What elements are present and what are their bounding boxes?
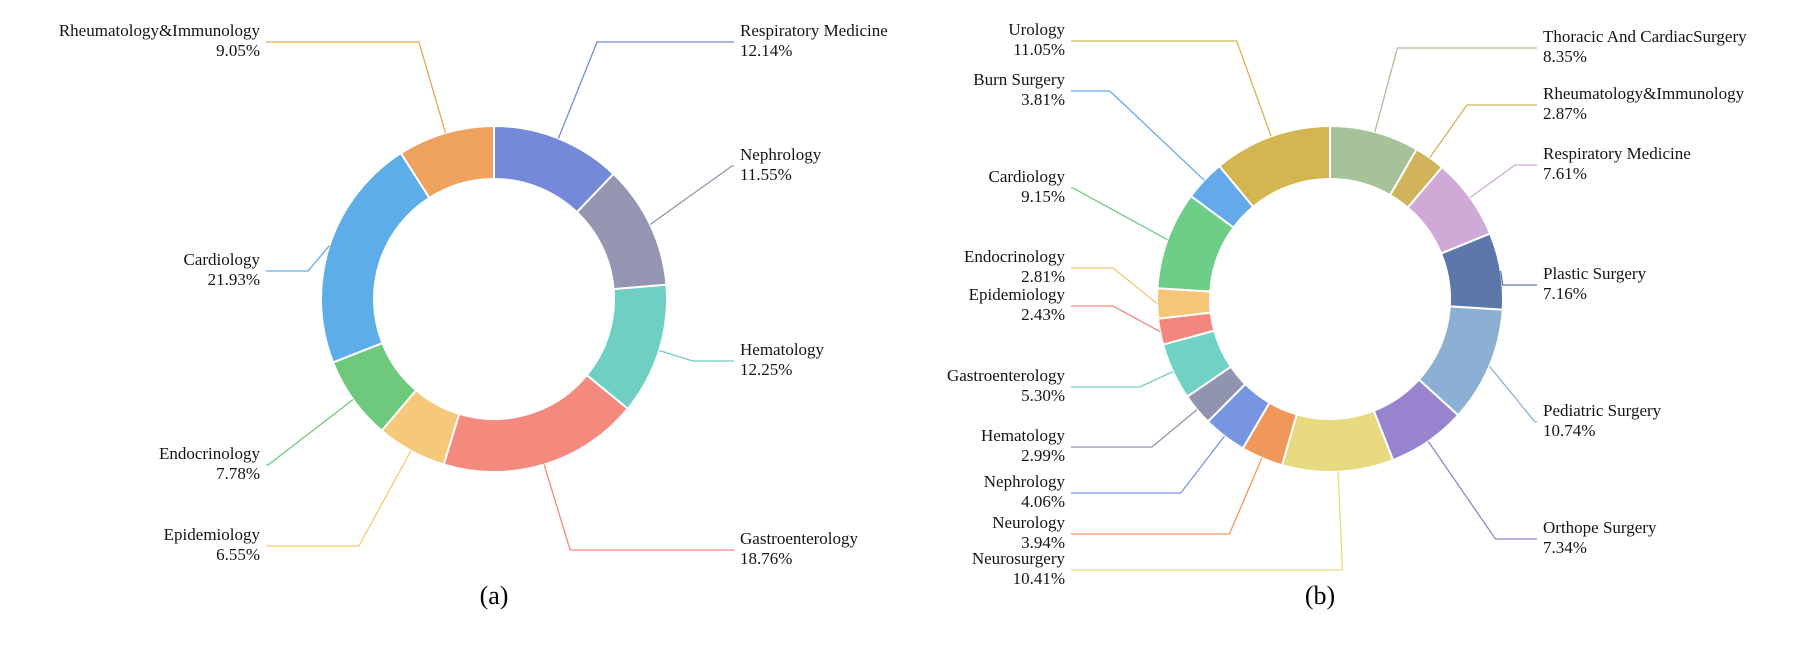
label-line-pediatric-surgery (1488, 365, 1537, 423)
pie-slice-rheumatology-immunology (399, 125, 495, 199)
slice-label-percent-endocrinology: 7.78% (216, 464, 260, 483)
slice-label-name-rheumatology-immunology: Rheumatology&Immunology (1543, 84, 1745, 103)
slice-label-name-neurosurgery: Neurosurgery (972, 549, 1066, 568)
slice-label-name-cardiology: Cardiology (989, 167, 1066, 186)
label-line-burn-surgery (1071, 90, 1205, 181)
slice-label-percent-orthope-surgery: 7.34% (1543, 538, 1587, 557)
label-line-gastroenterology (1071, 371, 1174, 388)
pie-slice-gastroenterology (442, 374, 629, 473)
label-line-endocrinology (266, 398, 354, 466)
slice-label-percent-nephrology: 4.06% (1021, 492, 1065, 511)
caption-a: (a) (480, 581, 509, 610)
slice-label-name-hematology: Hematology (740, 340, 825, 359)
slice-label-name-nephrology: Nephrology (740, 145, 822, 164)
label-line-plastic-surgery (1500, 270, 1537, 286)
label-line-nephrology (1071, 435, 1226, 494)
label-line-thoracic-and-cardiacsurgery (1374, 47, 1537, 133)
label-line-rheumatology-immunology (1429, 104, 1537, 159)
slice-label-percent-gastroenterology: 5.30% (1021, 386, 1065, 405)
label-line-cardiology (266, 245, 330, 272)
slice-label-name-endocrinology: Endocrinology (964, 247, 1066, 266)
label-line-cardiology (1071, 187, 1168, 241)
slice-label-name-gastroenterology: Gastroenterology (740, 529, 859, 548)
slice-label-percent-urology: 11.05% (1013, 40, 1065, 59)
slice-label-percent-hematology: 12.25% (740, 360, 792, 379)
label-line-urology (1071, 40, 1272, 137)
label-line-epidemiology (1071, 305, 1161, 333)
slice-label-percent-cardiology: 9.15% (1021, 187, 1065, 206)
slice-label-name-burn-surgery: Burn Surgery (973, 70, 1065, 89)
slice-label-name-urology: Urology (1008, 20, 1065, 39)
label-line-rheumatology-immunology (266, 41, 447, 134)
slice-label-percent-gastroenterology: 18.76% (740, 549, 792, 568)
slice-label-percent-thoracic-and-cardiacsurgery: 8.35% (1543, 47, 1587, 66)
slice-label-name-rheumatology-immunology: Rheumatology&Immunology (59, 21, 261, 40)
slice-label-percent-rheumatology-immunology: 9.05% (216, 41, 260, 60)
pie-slice-urology (1218, 125, 1331, 208)
label-line-neurosurgery (1071, 471, 1344, 571)
pie-slice-endocrinology (1156, 287, 1212, 320)
label-line-orthope-surgery (1427, 441, 1537, 540)
slice-label-name-respiratory-medicine: Respiratory Medicine (740, 21, 888, 40)
slice-label-name-neurology: Neurology (992, 513, 1065, 532)
slice-label-name-pediatric-surgery: Pediatric Surgery (1543, 401, 1662, 420)
slice-label-percent-respiratory-medicine: 12.14% (740, 41, 792, 60)
slice-label-name-thoracic-and-cardiacsurgery: Thoracic And CardiacSurgery (1543, 27, 1747, 46)
label-line-gastroenterology (543, 464, 734, 551)
label-line-respiratory-medicine (1469, 164, 1537, 199)
slice-label-percent-nephrology: 11.55% (740, 165, 792, 184)
slice-label-name-endocrinology: Endocrinology (159, 444, 261, 463)
slice-label-percent-respiratory-medicine: 7.61% (1543, 164, 1587, 183)
slice-label-percent-pediatric-surgery: 10.74% (1543, 421, 1595, 440)
slice-label-percent-plastic-surgery: 7.16% (1543, 284, 1587, 303)
slice-label-percent-neurosurgery: 10.41% (1013, 569, 1065, 588)
slice-label-percent-epidemiology: 6.55% (216, 545, 260, 564)
slice-label-percent-cardiology: 21.93% (208, 270, 260, 289)
slice-label-name-cardiology: Cardiology (184, 250, 261, 269)
slice-label-name-epidemiology: Epidemiology (164, 525, 261, 544)
label-line-hematology (1071, 409, 1198, 448)
slice-label-percent-hematology: 2.99% (1021, 446, 1065, 465)
pie-slice-cardiology (320, 152, 431, 364)
label-line-nephrology (649, 165, 734, 226)
slice-label-percent-epidemiology: 2.43% (1021, 305, 1065, 324)
label-line-neurology (1071, 457, 1263, 535)
label-line-hematology (658, 349, 734, 362)
slice-label-name-gastroenterology: Gastroenterology (947, 366, 1066, 385)
label-line-epidemiology (266, 450, 412, 547)
pie-slice-neurosurgery (1281, 409, 1395, 473)
slice-label-name-nephrology: Nephrology (984, 472, 1066, 491)
slice-label-percent-neurology: 3.94% (1021, 533, 1065, 552)
slice-label-percent-endocrinology: 2.81% (1021, 267, 1065, 286)
slice-label-percent-rheumatology-immunology: 2.87% (1543, 104, 1587, 123)
slice-label-percent-burn-surgery: 3.81% (1021, 90, 1065, 109)
caption-b: (b) (1305, 581, 1335, 610)
slice-label-name-orthope-surgery: Orthope Surgery (1543, 518, 1657, 537)
slice-label-name-hematology: Hematology (981, 426, 1066, 445)
slice-label-name-epidemiology: Epidemiology (969, 285, 1066, 304)
slice-label-name-respiratory-medicine: Respiratory Medicine (1543, 144, 1691, 163)
slice-label-name-plastic-surgery: Plastic Surgery (1543, 264, 1647, 283)
label-line-endocrinology (1071, 267, 1158, 304)
label-line-respiratory-medicine (557, 41, 734, 139)
